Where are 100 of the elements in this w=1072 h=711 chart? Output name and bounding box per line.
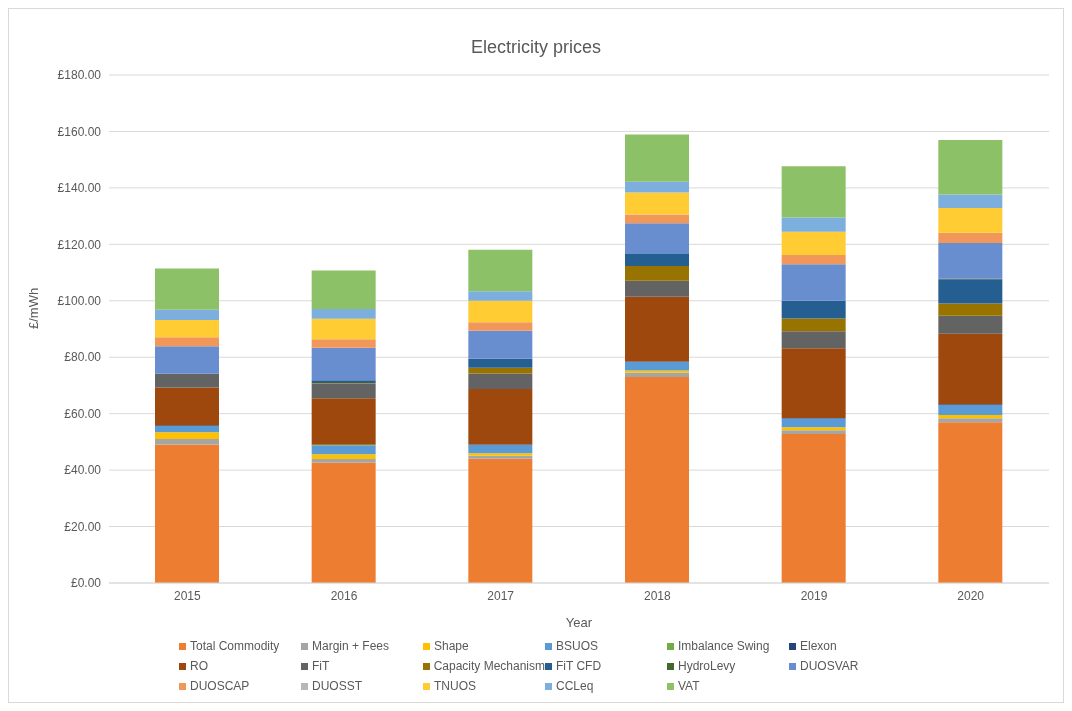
bar: [625, 280, 689, 297]
bar: [311, 454, 376, 460]
bar: [468, 367, 533, 374]
bar: [311, 445, 376, 455]
y-tick-label: £60.00: [64, 406, 102, 421]
x-tick-label: 2015: [173, 588, 201, 603]
bar: [155, 444, 219, 583]
legend-label: HydroLevy: [678, 659, 736, 673]
bar: [311, 308, 376, 319]
bar: [155, 439, 219, 445]
bar: [625, 376, 689, 583]
x-axis-title: Year: [565, 615, 593, 630]
bar: [625, 370, 689, 373]
bar: [468, 330, 533, 359]
bar: [625, 181, 689, 193]
legend-label: Shape: [434, 639, 469, 653]
bar: [781, 300, 846, 319]
chart-title: Electricity prices: [470, 37, 602, 59]
bar: [468, 373, 533, 390]
legend-label: Capacity Mechanism: [433, 659, 545, 673]
bar: [155, 337, 219, 347]
bar: [468, 358, 533, 368]
bar: [781, 217, 846, 232]
bar: [625, 253, 689, 267]
y-tick-label: £120.00: [57, 237, 102, 252]
bar: [155, 373, 219, 388]
x-tick-label: 2016: [330, 588, 358, 603]
legend-label: BSUOS: [556, 639, 599, 653]
bar: [311, 398, 376, 445]
bar: [625, 296, 689, 362]
bar: [311, 270, 376, 309]
legend-label: TNUOS: [434, 679, 476, 693]
bar: [938, 418, 1003, 423]
bar: [311, 347, 376, 381]
bar: [155, 268, 219, 310]
y-tick-label: £100.00: [57, 294, 102, 309]
bar: [468, 300, 533, 323]
bar: [781, 433, 846, 583]
y-tick-label: £20.00: [64, 519, 102, 534]
x-tick-label: 2017: [487, 588, 515, 603]
bar: [781, 255, 846, 265]
legend-label: Elexon: [800, 639, 837, 653]
bar: [938, 139, 1003, 195]
y-tick-label: £0.00: [70, 576, 102, 591]
y-tick-label: £180.00: [57, 68, 102, 83]
bar: [625, 134, 689, 182]
bar: [155, 346, 219, 374]
bar: [938, 279, 1003, 304]
bar: [311, 318, 376, 340]
bar: [625, 372, 689, 377]
bar: [781, 348, 846, 418]
bar: [938, 242, 1003, 279]
bar: [468, 249, 533, 292]
bar: [938, 194, 1003, 208]
bar: [938, 404, 1003, 416]
bar: [468, 322, 533, 331]
bar: [468, 389, 533, 445]
legend-label: Imbalance Swing: [678, 639, 770, 653]
bar: [938, 303, 1003, 316]
legend-label: VAT: [678, 679, 700, 693]
bar: [938, 333, 1003, 405]
legend-label: FiT CFD: [556, 659, 602, 673]
legend-label: CCLeq: [556, 679, 594, 693]
y-tick-label: £80.00: [64, 350, 102, 365]
x-tick-label: 2020: [957, 588, 985, 603]
bar: [625, 192, 689, 215]
bar: [155, 426, 219, 433]
bar: [155, 387, 219, 426]
y-tick-label: £40.00: [64, 463, 102, 478]
bar: [781, 166, 846, 218]
bar: [625, 362, 689, 371]
bar: [468, 458, 533, 583]
bar: [468, 444, 533, 454]
bar: [311, 339, 376, 348]
legend-label: DUOSST: [312, 679, 363, 693]
legend-label: DUOSVAR: [800, 659, 859, 673]
legend-label: FiT: [312, 659, 330, 673]
y-tick-label: £160.00: [57, 124, 102, 139]
x-tick-label: 2019: [800, 588, 828, 603]
bar: [468, 291, 533, 301]
bar: [311, 459, 376, 463]
bar: [311, 383, 376, 399]
bar: [625, 266, 689, 281]
x-tick-label: 2018: [643, 588, 671, 603]
bar: [938, 415, 1003, 419]
bar: [155, 319, 219, 338]
y-tick-label: £140.00: [57, 181, 102, 196]
bar: [625, 214, 689, 224]
legend-label: Margin + Fees: [312, 639, 390, 653]
y-axis-title: £/mWh: [25, 287, 41, 329]
bar: [781, 264, 846, 301]
bar: [781, 318, 846, 332]
bar: [781, 231, 846, 256]
bar: [625, 223, 689, 254]
bar: [781, 418, 846, 428]
bar: [938, 422, 1003, 583]
bar: [155, 432, 219, 440]
legend-label: RO: [190, 659, 208, 673]
legend-label: Total Commodity: [190, 639, 280, 653]
bar: [938, 207, 1003, 233]
